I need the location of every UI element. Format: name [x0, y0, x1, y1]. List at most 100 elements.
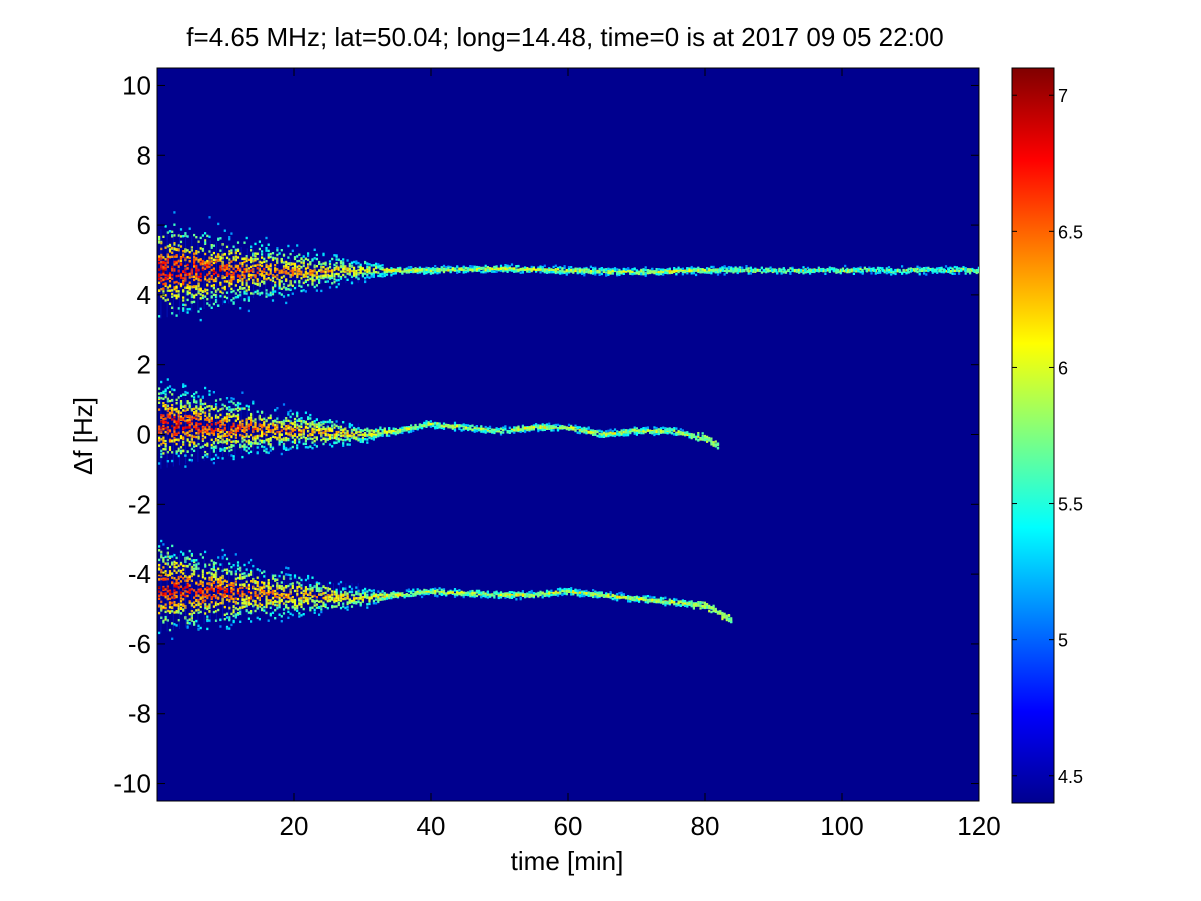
heatmap-cell — [210, 284, 213, 288]
heatmap-cell — [206, 591, 209, 594]
heatmap-cell — [160, 253, 163, 257]
heatmap-cell — [177, 426, 180, 429]
heatmap-cell — [543, 264, 546, 267]
heatmap-cell — [201, 589, 204, 593]
heatmap-cell — [298, 425, 301, 428]
heatmap-cell — [300, 420, 303, 423]
heatmap-cell — [245, 292, 248, 295]
heatmap-cell — [346, 435, 349, 438]
heatmap-cell — [375, 428, 378, 431]
heatmap-cell — [225, 588, 229, 591]
heatmap-cell — [184, 303, 187, 307]
heatmap-cell — [681, 271, 684, 274]
heatmap-cell — [171, 596, 174, 599]
heatmap-cell — [280, 269, 283, 272]
heatmap-cell — [712, 268, 715, 271]
heatmap-cell — [280, 280, 283, 283]
heatmap-cell — [675, 269, 678, 273]
heatmap-cell — [208, 582, 211, 585]
heatmap-cell — [379, 434, 382, 437]
heatmap-cell — [160, 279, 163, 283]
heatmap-cell — [576, 268, 579, 271]
heatmap-cell — [162, 256, 165, 259]
heatmap-cell — [339, 432, 343, 435]
heatmap-cell — [289, 415, 292, 419]
heatmap-cell — [646, 269, 649, 272]
heatmap-cell — [872, 269, 875, 272]
heatmap-cell — [278, 435, 281, 438]
heatmap-cell — [245, 255, 248, 258]
heatmap-cell — [355, 436, 358, 439]
heatmap-cell — [353, 266, 356, 270]
heatmap-cell — [357, 427, 360, 430]
heatmap-cell — [515, 428, 518, 432]
heatmap-cell — [383, 428, 386, 431]
heatmap-cell — [232, 277, 235, 281]
heatmap-cell — [193, 623, 196, 626]
heatmap-cell — [302, 435, 305, 439]
heatmap-cell — [493, 430, 496, 434]
heatmap-cell — [162, 235, 165, 238]
heatmap-cell — [241, 273, 244, 277]
heatmap-cell — [405, 267, 408, 270]
heatmap-cell — [195, 435, 198, 439]
heatmap-cell — [206, 423, 209, 427]
heatmap-cell — [173, 413, 176, 416]
heatmap-cell — [370, 264, 373, 267]
heatmap-cell — [232, 414, 235, 418]
heatmap-cell — [944, 270, 948, 273]
heatmap-cell — [239, 294, 242, 297]
heatmap-cell — [261, 429, 264, 432]
heatmap-cell — [239, 279, 242, 282]
heatmap-cell — [232, 444, 235, 447]
heatmap-cell — [350, 424, 354, 427]
heatmap-cell — [236, 427, 240, 430]
heatmap-cell — [201, 429, 204, 432]
heatmap-cell — [670, 428, 674, 432]
heatmap-cell — [166, 265, 169, 268]
heatmap-cell — [346, 436, 349, 439]
heatmap-cell — [168, 565, 172, 569]
heatmap-cell — [925, 266, 928, 270]
heatmap-cell — [703, 434, 706, 438]
heatmap-cell — [190, 434, 193, 437]
heatmap-cell — [234, 284, 237, 287]
heatmap-cell — [592, 270, 595, 274]
heatmap-cell — [212, 457, 215, 460]
heatmap-cell — [364, 428, 367, 431]
heatmap-cell — [421, 426, 424, 430]
heatmap-cell — [245, 404, 248, 408]
heatmap-cell — [324, 420, 327, 424]
heatmap-cell — [263, 280, 266, 283]
heatmap-cell — [515, 426, 518, 429]
heatmap-cell — [311, 441, 314, 444]
heatmap-cell — [190, 272, 193, 275]
heatmap-cell — [543, 426, 546, 429]
heatmap-cell — [232, 271, 235, 275]
heatmap-cell — [372, 435, 375, 438]
heatmap-cell — [219, 408, 222, 411]
heatmap-cell — [320, 289, 323, 293]
heatmap-cell — [190, 459, 193, 462]
heatmap-cell — [234, 583, 237, 586]
heatmap-cell — [228, 617, 231, 620]
heatmap-cell — [887, 266, 891, 269]
heatmap-cell — [206, 595, 209, 598]
heatmap-cell — [655, 269, 658, 273]
heatmap-cell — [344, 431, 347, 435]
heatmap-cell — [197, 258, 200, 262]
heatmap-cell — [201, 294, 204, 297]
heatmap-cell — [179, 411, 183, 414]
heatmap-cell — [629, 428, 632, 431]
heatmap-cell — [186, 286, 189, 290]
heatmap-cell — [677, 430, 680, 434]
heatmap-cell — [616, 272, 619, 276]
heatmap-cell — [175, 422, 178, 425]
heatmap-cell — [208, 427, 211, 431]
heatmap-cell — [232, 297, 235, 300]
heatmap-cell — [261, 270, 264, 273]
heatmap-cell — [302, 429, 305, 432]
heatmap-cell — [168, 273, 172, 276]
heatmap-cell — [287, 427, 290, 430]
heatmap-cell — [239, 426, 242, 429]
